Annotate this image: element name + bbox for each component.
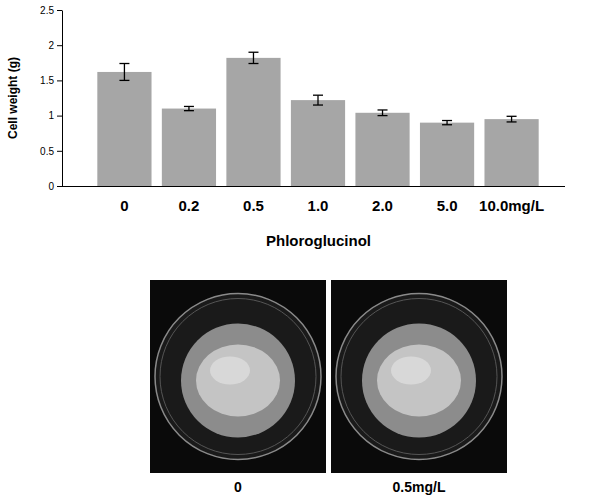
error-cap	[507, 116, 517, 117]
x-tick-label: 10.0mg/L	[479, 197, 544, 214]
y-tick-label: 1.5	[40, 75, 54, 86]
x-tick-label: 0	[120, 197, 128, 214]
error-cap	[119, 80, 129, 81]
y-tick: 2.5	[40, 5, 62, 16]
medium	[181, 324, 295, 438]
y-tick: 0	[48, 181, 62, 192]
y-tick-label: 0.5	[40, 146, 54, 157]
photos	[150, 280, 507, 473]
y-tick-mark	[57, 116, 62, 117]
error-cap	[378, 115, 388, 116]
photo	[150, 280, 326, 473]
error-cap	[119, 63, 129, 64]
x-tick-label: 1.0	[308, 197, 329, 214]
y-tick-mark	[57, 151, 62, 152]
x-tick-label: 2.0	[372, 197, 393, 214]
petri-rim	[160, 299, 316, 455]
error-stem	[124, 64, 125, 81]
bars	[97, 52, 538, 186]
error-cap	[184, 110, 194, 111]
medium	[362, 324, 476, 438]
photo-background	[331, 280, 507, 473]
bar	[226, 58, 280, 186]
y-tick-label: 2.5	[40, 5, 54, 16]
error-cap	[442, 120, 452, 121]
error-stem	[382, 110, 383, 116]
callus-highlight	[391, 357, 431, 385]
y-tick-mark	[57, 80, 62, 81]
x-axis: 0 0.2 0.5 1.0 2.0 5.0 10.0mg/L	[88, 186, 550, 214]
x-tick: 1.0	[308, 186, 329, 214]
error-stem	[511, 116, 512, 122]
error-cap	[313, 95, 323, 96]
y-tick-mark	[57, 45, 62, 46]
y-tick: 1.5	[40, 75, 62, 86]
error-bar	[184, 106, 194, 110]
error-stem	[253, 52, 254, 63]
y-tick: 1	[48, 110, 62, 121]
error-cap	[378, 109, 388, 110]
error-bar	[442, 121, 452, 125]
error-bar	[313, 95, 323, 105]
error-cap	[507, 121, 517, 122]
error-cap	[184, 106, 194, 107]
bar	[420, 123, 474, 186]
photo-label: 0	[234, 479, 242, 495]
y-tick: 0.5	[40, 146, 62, 157]
y-tick: 2	[48, 40, 62, 51]
y-axis-title: Cell weight (g)	[6, 57, 20, 139]
error-cap	[248, 63, 258, 64]
error-stem	[317, 95, 318, 105]
y-tick-label: 1	[48, 110, 54, 121]
error-cap	[313, 104, 323, 105]
x-tick: 0	[120, 186, 128, 214]
photo-label: 0.5mg/L	[393, 479, 446, 495]
bar	[291, 100, 345, 186]
x-axis-title: Phloroglucinol	[266, 232, 371, 249]
y-tick-label: 2	[48, 40, 54, 51]
error-cap	[248, 52, 258, 53]
photo-background	[150, 280, 326, 473]
x-tick-label: 0.2	[179, 197, 200, 214]
y-tick-mark	[57, 10, 62, 11]
bar	[162, 109, 216, 186]
y-tick-label: 0	[48, 181, 54, 192]
petri-dish	[336, 294, 502, 460]
callus-highlight	[210, 357, 250, 385]
bar	[484, 119, 538, 186]
error-cap	[442, 124, 452, 125]
callus	[377, 345, 461, 417]
error-bar	[378, 110, 388, 116]
x-tick-label: 0.5	[243, 197, 264, 214]
petri-rim	[341, 299, 497, 455]
x-tick: 0.5	[243, 186, 264, 214]
error-bar	[119, 64, 129, 81]
y-axis-line	[62, 11, 63, 187]
error-bar	[248, 52, 258, 63]
x-tick: 0.2	[179, 186, 200, 214]
x-axis-domain	[88, 186, 550, 187]
x-tick: 2.0	[372, 186, 393, 214]
callus	[196, 345, 280, 417]
y-tick-mark	[57, 186, 62, 187]
petri-dish	[155, 294, 321, 460]
x-axis-line	[62, 186, 565, 187]
bar	[355, 113, 409, 186]
photo	[331, 280, 507, 473]
figure: 0 0.5 1 1.5 2 2.5 0 0.2 0.5 1.0 2.0 5.0 10.0mg/L Cell…	[0, 0, 603, 502]
error-bar	[507, 116, 517, 122]
x-tick-label: 5.0	[437, 197, 458, 214]
x-tick: 5.0	[437, 186, 458, 214]
x-tick: 10.0mg/L	[479, 186, 544, 214]
y-axis: 0 0.5 1 1.5 2 2.5	[40, 5, 62, 192]
bar	[97, 72, 151, 186]
